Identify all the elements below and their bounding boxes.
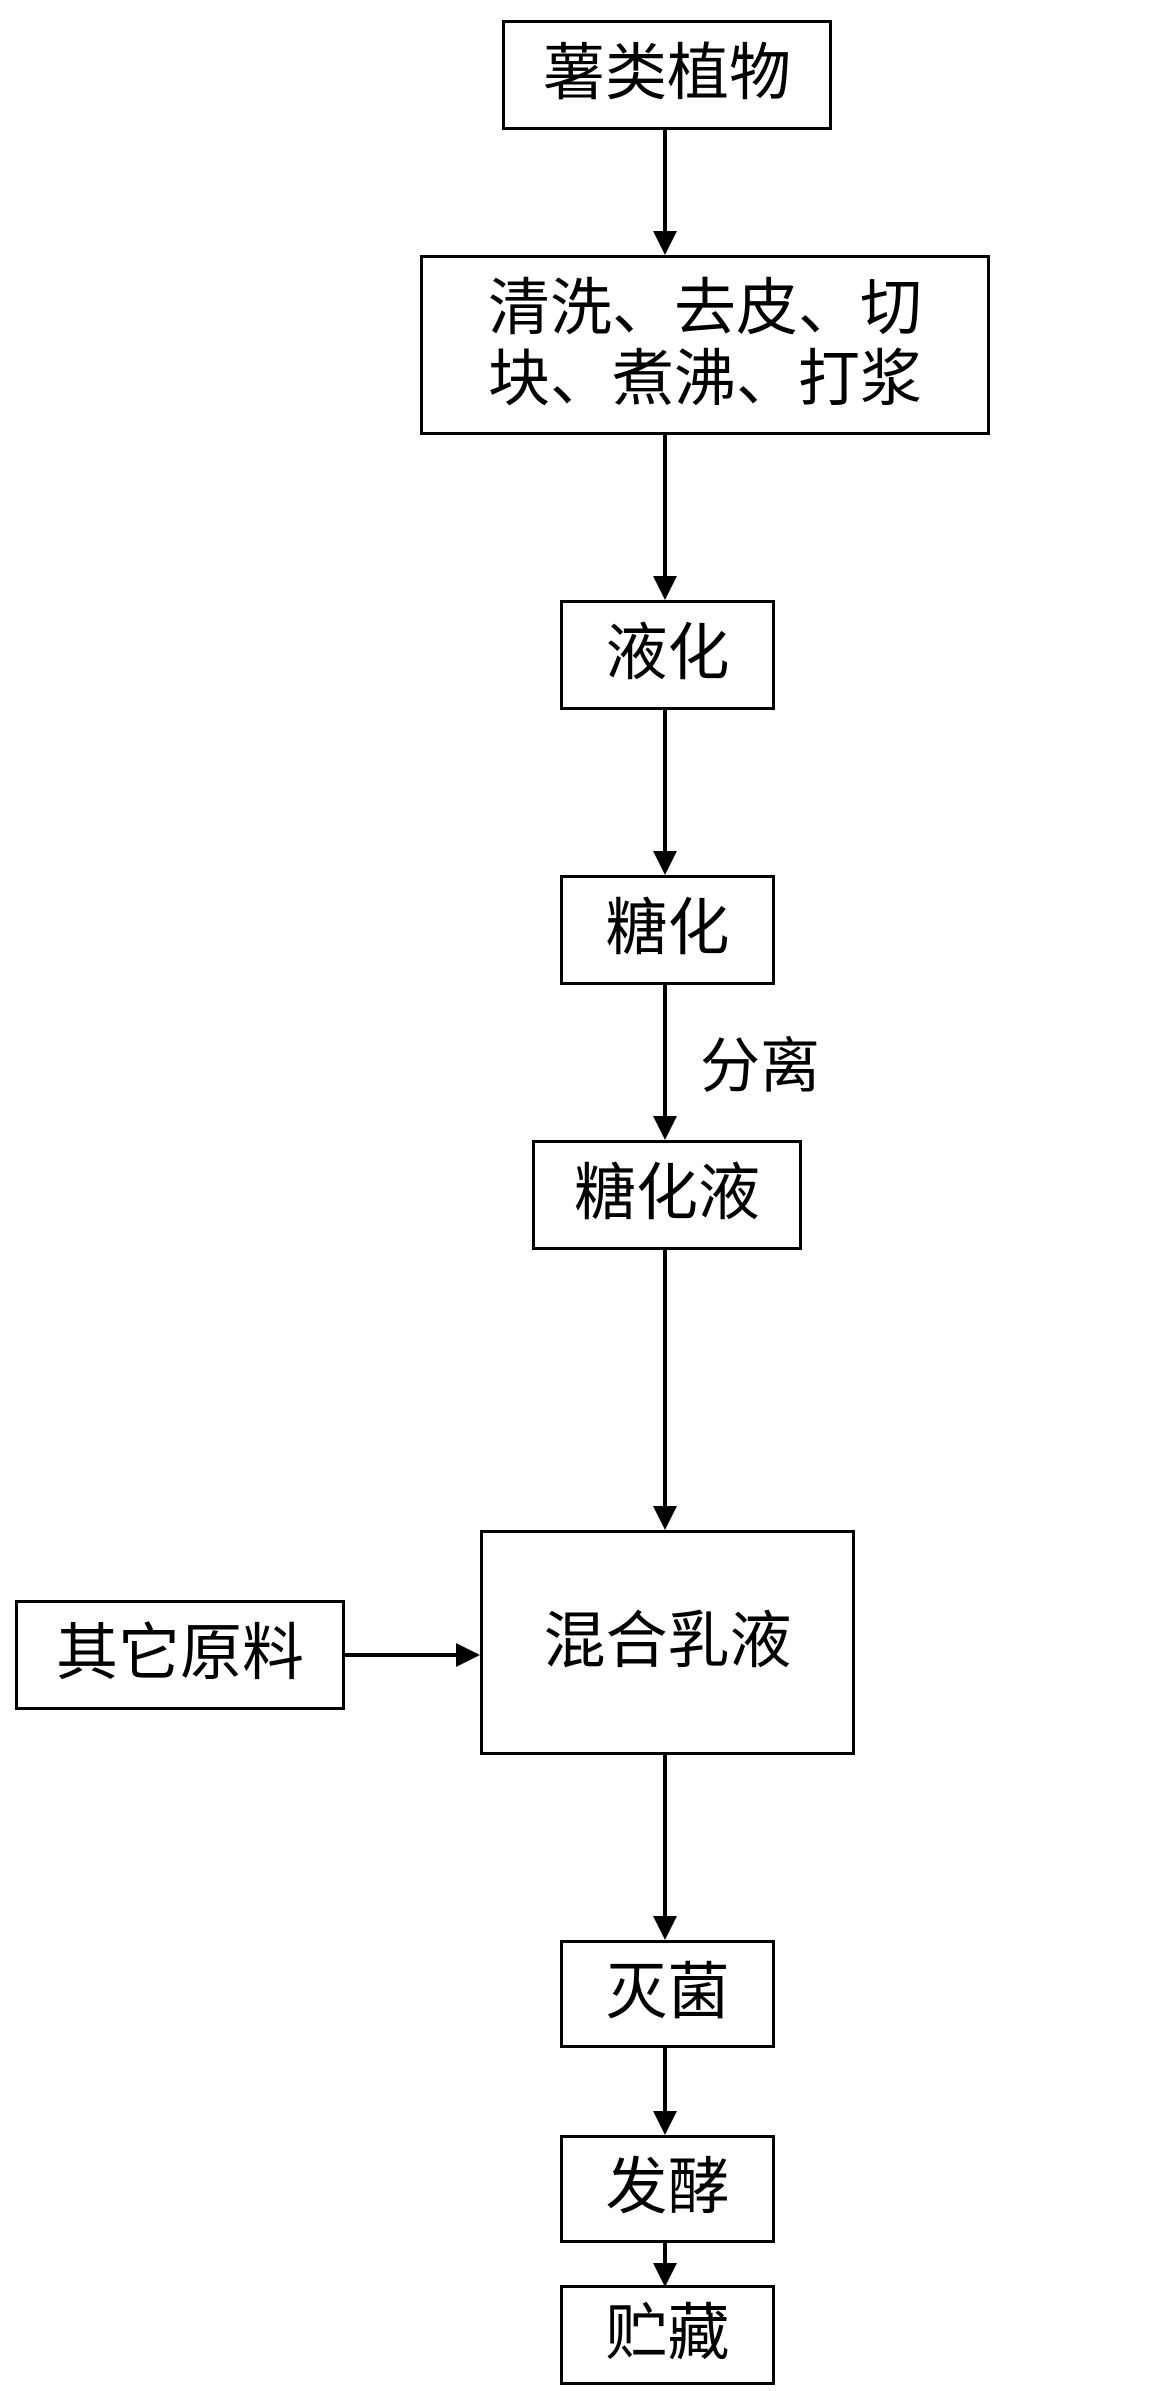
arrow-head-icon bbox=[456, 1643, 480, 1667]
arrow-head-icon bbox=[653, 2263, 677, 2287]
node-label: 液化 bbox=[605, 619, 729, 690]
edge-line bbox=[663, 1250, 667, 1506]
edge-line bbox=[345, 1653, 456, 1657]
node-label: 清洗、去皮、切 块、煮沸、打浆 bbox=[488, 274, 922, 417]
arrow-head-icon bbox=[653, 1506, 677, 1530]
node-label: 混合乳液 bbox=[543, 1607, 791, 1678]
arrow-head-icon bbox=[653, 231, 677, 255]
node-label: 灭菌 bbox=[605, 1958, 729, 2029]
node-label: 贮藏 bbox=[605, 2299, 729, 2370]
node-label: 糖化液 bbox=[574, 1159, 760, 1230]
arrow-head-icon bbox=[653, 1916, 677, 1940]
edge-line bbox=[663, 1755, 667, 1916]
edge-label-separation: 分离 bbox=[700, 1018, 820, 1105]
node-liquefaction: 液化 bbox=[560, 600, 775, 710]
node-label: 其它原料 bbox=[56, 1619, 304, 1690]
node-other-materials: 其它原料 bbox=[15, 1600, 345, 1710]
node-saccharified-liquid: 糖化液 bbox=[532, 1140, 802, 1250]
node-tuber-plants: 薯类植物 bbox=[502, 20, 832, 130]
node-label: 薯类植物 bbox=[543, 39, 791, 110]
node-sterilization: 灭菌 bbox=[560, 1940, 775, 2048]
node-saccharification: 糖化 bbox=[560, 875, 775, 985]
node-fermentation: 发酵 bbox=[560, 2135, 775, 2243]
arrow-head-icon bbox=[653, 2111, 677, 2135]
arrow-head-icon bbox=[653, 576, 677, 600]
node-label: 发酵 bbox=[605, 2153, 729, 2224]
arrow-head-icon bbox=[653, 1116, 677, 1140]
edge-line bbox=[663, 130, 667, 231]
node-preprocessing: 清洗、去皮、切 块、煮沸、打浆 bbox=[420, 255, 990, 435]
edge-line bbox=[663, 985, 667, 1116]
node-mixed-emulsion: 混合乳液 bbox=[480, 1530, 855, 1755]
arrow-head-icon bbox=[653, 851, 677, 875]
edge-line bbox=[663, 2048, 667, 2111]
node-label: 糖化 bbox=[605, 894, 729, 965]
edge-line bbox=[663, 435, 667, 576]
edge-line bbox=[663, 710, 667, 851]
edge-line bbox=[663, 2243, 667, 2265]
node-storage: 贮藏 bbox=[560, 2285, 775, 2385]
